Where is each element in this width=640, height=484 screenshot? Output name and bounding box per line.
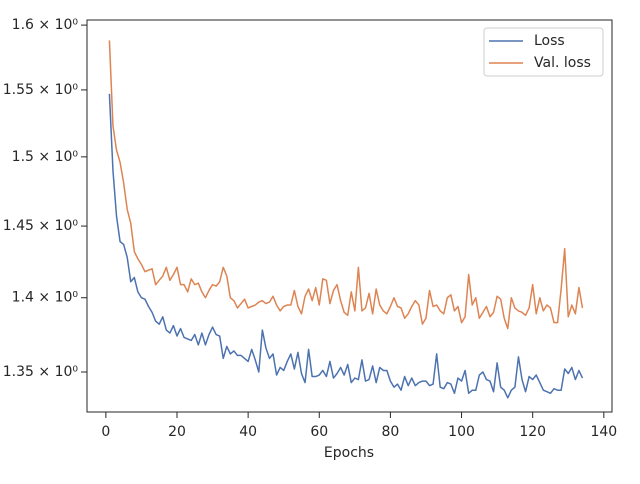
x-tick-label: 40 bbox=[239, 424, 257, 440]
y-tick-label: 1.4 × 10⁰ bbox=[12, 290, 79, 306]
x-tick-label: 140 bbox=[590, 424, 617, 440]
y-tick-label: 1.35 × 10⁰ bbox=[3, 364, 79, 380]
y-tick-label: 1.45 × 10⁰ bbox=[3, 218, 79, 234]
x-tick-label: 0 bbox=[101, 424, 110, 440]
x-axis-label: Epochs bbox=[324, 445, 374, 461]
y-tick-label: 1.55 × 10⁰ bbox=[3, 82, 79, 98]
legend: Loss Val. loss bbox=[483, 27, 604, 77]
x-tick-label: 80 bbox=[381, 424, 399, 440]
legend-label: Val. loss bbox=[534, 55, 591, 71]
plot-frame bbox=[86, 19, 613, 413]
x-tick-label: 100 bbox=[448, 424, 475, 440]
data-line bbox=[108, 93, 584, 399]
y-tick-label: 1.5 × 10⁰ bbox=[12, 149, 79, 165]
data-line bbox=[108, 40, 584, 330]
x-tick-label: 120 bbox=[519, 424, 546, 440]
legend-box bbox=[483, 27, 604, 77]
x-tick-label: 20 bbox=[168, 424, 186, 440]
legend-label: Loss bbox=[534, 33, 565, 49]
x-tick-label: 60 bbox=[310, 424, 328, 440]
y-tick-label: 1.6 × 10⁰ bbox=[12, 17, 79, 33]
